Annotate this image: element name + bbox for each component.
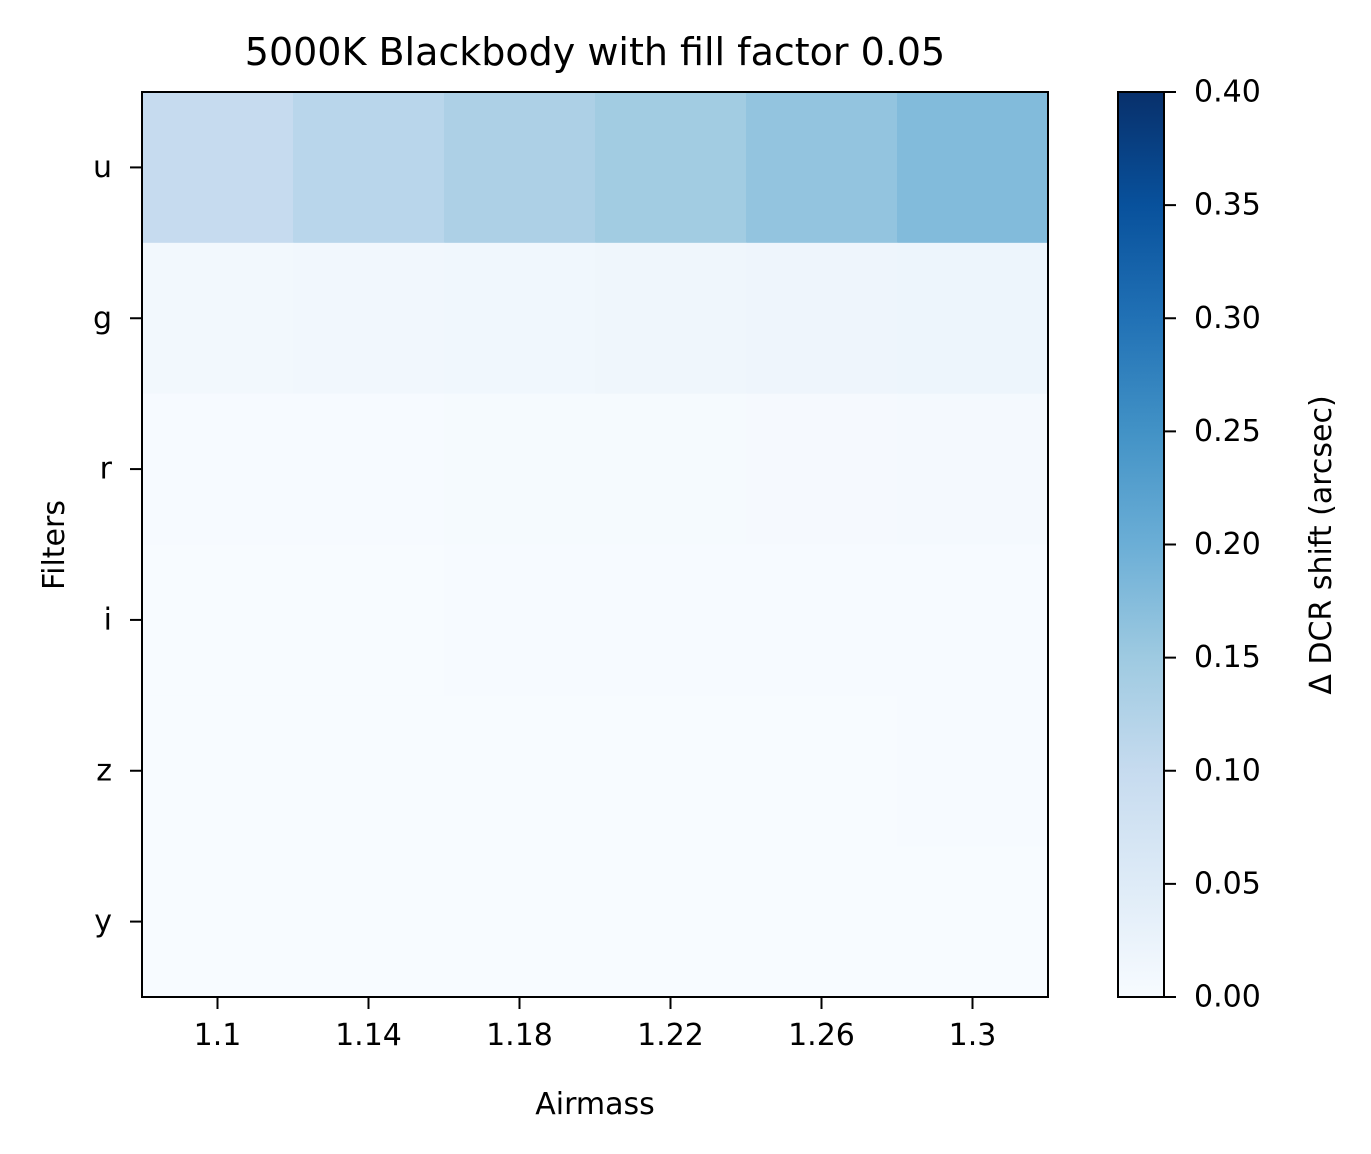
colorbar-tick-label: 0.05 [1194, 866, 1261, 901]
heatmap-cell [897, 846, 1049, 998]
y-tick-label: u [93, 150, 112, 185]
heatmap-cell [444, 544, 596, 696]
heatmap-cell [293, 92, 445, 244]
heatmap-cell [293, 393, 445, 546]
x-axis: 1.1 1.14 1.18 1.22 1.26 1.3 [194, 997, 997, 1053]
heatmap-cell [746, 92, 898, 244]
colorbar-gradient [1117, 91, 1165, 998]
colorbar-tick-label: 0.10 [1194, 753, 1261, 788]
x-tick-label: 1.14 [335, 1018, 402, 1053]
heatmap-cell [444, 242, 596, 395]
heatmap-cell [746, 242, 898, 395]
heatmap-cell [746, 695, 898, 847]
heatmap-cell [595, 92, 747, 244]
x-tick-label: 1.22 [637, 1018, 704, 1053]
heatmap-cell [595, 846, 747, 998]
y-tick-label: z [96, 753, 112, 788]
heatmap-cell [595, 393, 747, 546]
x-tick-label: 1.26 [788, 1018, 855, 1053]
heatmap-cell [746, 393, 898, 546]
heatmap-cell [444, 92, 596, 244]
colorbar-tick-label: 0.40 [1194, 75, 1261, 110]
heatmap-cell [142, 695, 294, 847]
heatmap-cell [897, 92, 1049, 244]
x-tick-label: 1.3 [949, 1018, 997, 1053]
heatmap-cell [595, 695, 747, 847]
y-tick-label: r [100, 452, 113, 487]
y-axis: u g r i z y [93, 150, 142, 939]
heatmap-cell [142, 242, 294, 395]
heatmap-cell [444, 695, 596, 847]
colorbar-tick-label: 0.35 [1194, 188, 1261, 223]
colorbar-tick-label: 0.00 [1194, 980, 1261, 1015]
x-tick-label: 1.18 [486, 1018, 553, 1053]
y-tick-label: y [94, 904, 112, 939]
heatmap-cell [293, 846, 445, 998]
colorbar-tick-label: 0.25 [1194, 414, 1261, 449]
heatmap-cell [293, 544, 445, 696]
colorbar-tick-label: 0.30 [1194, 301, 1261, 336]
heatmap-cell [142, 846, 294, 998]
chart-title: 5000K Blackbody with fill factor 0.05 [245, 30, 945, 74]
heatmap-cell [444, 393, 596, 546]
plot-frame [141, 91, 1049, 998]
heatmap-cell [293, 242, 445, 395]
heatmap-cell [897, 695, 1049, 847]
colorbar-ticks: 0.00 0.05 0.10 0.15 0.20 0.25 0.30 0.35 0.40 [1164, 75, 1261, 1015]
y-tick-label: g [93, 301, 112, 336]
y-tick-label: i [104, 602, 112, 637]
colorbar-tick-label: 0.15 [1194, 640, 1261, 675]
heatmap-cell [746, 544, 898, 696]
heatmap-cells [142, 92, 1049, 998]
heatmap-cell [142, 544, 294, 696]
heatmap-cell [142, 393, 294, 546]
heatmap-cell [142, 92, 294, 244]
heatmap-cell [444, 846, 596, 998]
heatmap-cell [293, 695, 445, 847]
x-tick-label: 1.1 [194, 1018, 242, 1053]
y-axis-label: Filters [37, 500, 72, 590]
heatmap-cell [595, 544, 747, 696]
heatmap-cell [897, 544, 1049, 696]
colorbar: 0.00 0.05 0.10 0.15 0.20 0.25 0.30 0.35 0.40 Δ D… [1117, 75, 1339, 1015]
colorbar-tick-label: 0.20 [1194, 527, 1261, 562]
heatmap-cell [897, 242, 1049, 395]
x-axis-label: Airmass [535, 1087, 655, 1122]
heatmap-cell [746, 846, 898, 998]
heatmap-cell [897, 393, 1049, 546]
colorbar-label: Δ DCR shift (arcsec) [1304, 395, 1339, 694]
heatmap-cell [595, 242, 747, 395]
